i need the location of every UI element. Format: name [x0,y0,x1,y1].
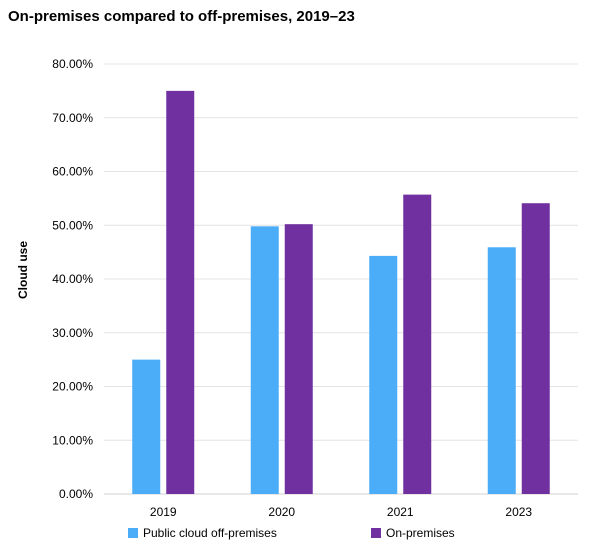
bar-public-cloud-2020 [250,226,279,494]
y-tick-label: 40.00% [52,272,93,286]
legend-item-public-cloud: Public cloud off-premises [128,526,277,540]
y-axis-ticks: 0.00% 10.00% 20.00% 30.00% 40.00% 50.00% 60.00… [52,57,93,501]
legend-label-public-cloud: Public cloud off-premises [143,526,277,540]
y-axis-title: Cloud use [16,241,30,299]
y-tick-label: 60.00% [52,165,93,179]
bar-on-premises-2021 [403,194,432,495]
bar-public-cloud-2019 [132,359,161,494]
y-tick-label: 70.00% [52,111,93,125]
y-tick-label: 50.00% [52,218,93,232]
y-tick-label: 10.00% [52,433,93,447]
legend: Public cloud off-premises On-premises [0,526,593,546]
bar-on-premises-2023 [521,203,550,494]
legend-label-on-premises: On-premises [386,526,455,540]
x-axis-ticks: 2019 2020 2021 2023 [150,505,533,519]
legend-item-on-premises: On-premises [371,526,455,540]
x-tick-label: 2023 [505,505,532,519]
bar-on-premises-2019 [166,90,195,494]
x-tick-label: 2021 [387,505,414,519]
x-tick-label: 2019 [150,505,177,519]
bar-public-cloud-2023 [487,247,516,494]
x-tick-label: 2020 [268,505,295,519]
y-tick-label: 80.00% [52,57,93,71]
bar-on-premises-2020 [284,224,313,495]
y-tick-label: 30.00% [52,326,93,340]
chart-title: On-premises compared to off-premises, 20… [8,8,355,25]
y-tick-label: 0.00% [59,487,93,501]
bar-public-cloud-2021 [369,255,398,494]
legend-swatch-public-cloud [128,528,138,538]
bars [132,90,550,495]
y-tick-label: 20.00% [52,380,93,394]
legend-swatch-on-premises [371,528,381,538]
